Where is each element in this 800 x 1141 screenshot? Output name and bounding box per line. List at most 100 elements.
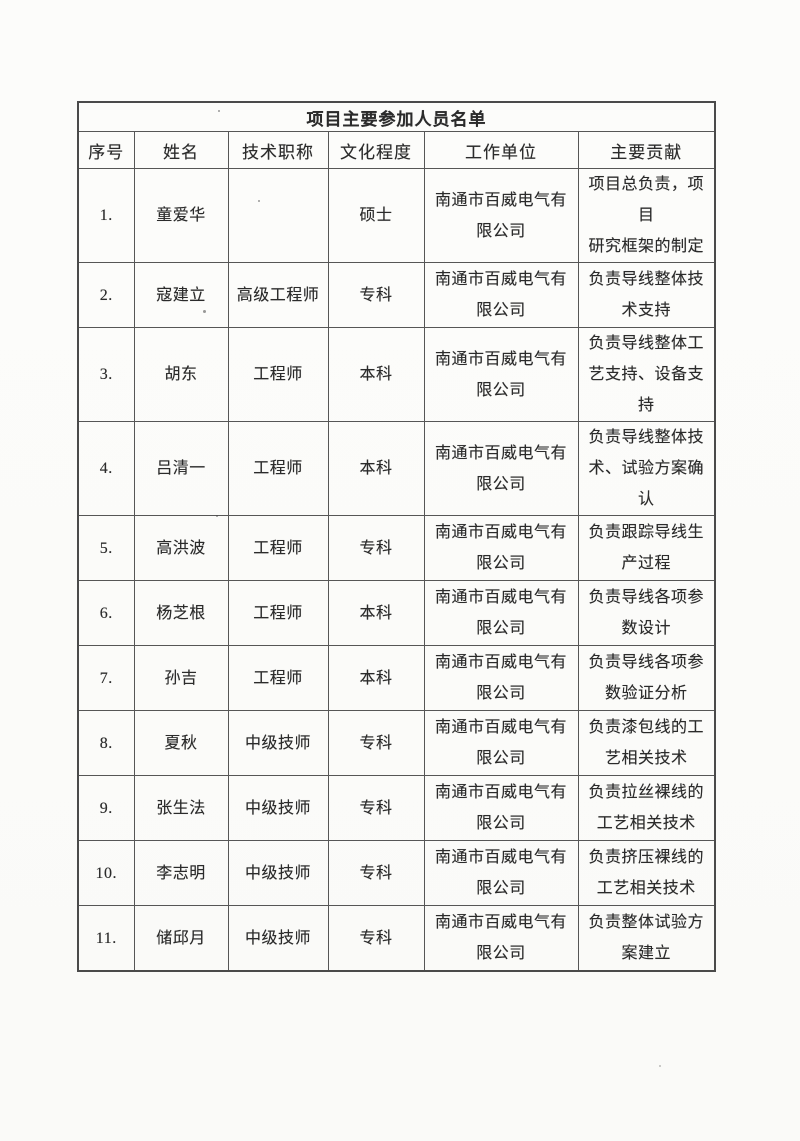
- table-title: 项目主要参加人员名单: [77, 101, 716, 132]
- cell-text: 限公司: [476, 475, 526, 493]
- index-cell: 6.: [77, 580, 135, 646]
- cell-text: 高洪波: [156, 539, 206, 557]
- work-unit-cell: 南通市百威电气有 限公司: [423, 645, 579, 711]
- name-cell: 吕清一: [133, 421, 229, 516]
- job-title-cell: 中级技师: [227, 840, 329, 906]
- work-unit-cell: 南通市百威电气有 限公司: [423, 905, 579, 972]
- cell-text: 工程师: [253, 460, 303, 477]
- name-cell: 李志明: [133, 840, 229, 906]
- education-cell: 本科: [327, 645, 425, 711]
- cell-text: 南通市百威电气有: [434, 914, 567, 931]
- cell-text: 艺相关技术: [605, 750, 688, 767]
- column-header-education: 文化程度: [327, 131, 425, 169]
- job-title-cell: [227, 168, 329, 263]
- cell-text: 中级技师: [244, 734, 311, 752]
- cell-text: 寇建立: [156, 286, 206, 304]
- cell-text: 工艺相关技术: [596, 880, 696, 897]
- cell-text: 高级工程师: [236, 286, 320, 304]
- table-head: 项目主要参加人员名单 序号 姓名 技术职称 文化程度 工作单位 主要贡献: [77, 101, 716, 169]
- cell-text: 南通市百威电气有: [434, 191, 567, 209]
- table-row: 10. 李志明 中级技师 专科 南通市百威电气有 限公司 负责挤压裸线的 工艺相关技术: [77, 840, 716, 906]
- cell-text: 南通市百威电气有: [434, 849, 567, 866]
- cell-text: 7.: [99, 669, 113, 687]
- cell-text: 负责导线整体技: [588, 271, 705, 288]
- cell-text: 限公司: [476, 620, 526, 637]
- cell-text: 硕士: [359, 207, 393, 224]
- job-title-cell: 工程师: [227, 421, 329, 516]
- job-title-cell: 中级技师: [227, 710, 329, 776]
- cell-text: 胡东: [164, 366, 198, 383]
- scan-noise-speck: [659, 1065, 661, 1067]
- table-row: 4. 吕清一 工程师 本科 南通市百威电气有 限公司 负责导线整体技 术、试验方案确认: [77, 421, 716, 516]
- cell-text: 4.: [99, 460, 113, 477]
- work-unit-cell: 南通市百威电气有 限公司: [423, 421, 579, 516]
- index-cell: 11.: [77, 905, 135, 972]
- cell-text: 负责导线整体工: [588, 335, 705, 352]
- cell-text: 5.: [99, 539, 113, 557]
- index-cell: 2.: [77, 262, 135, 328]
- scan-noise-speck: [218, 110, 220, 112]
- cell-text: 限公司: [476, 381, 526, 399]
- job-title-cell: 中级技师: [227, 775, 329, 841]
- cell-text: 储邱月: [156, 929, 206, 947]
- contribution-cell: 负责导线整体技术、试验方案确认: [577, 421, 716, 516]
- cell-text: 研究框架的制定: [588, 238, 705, 255]
- column-header-job-title: 技术职称: [227, 131, 329, 169]
- index-cell: 1.: [77, 168, 135, 263]
- column-header-index: 序号: [77, 131, 135, 169]
- column-header-name: 姓名: [133, 131, 229, 169]
- column-header-contribution: 主要贡献: [577, 131, 716, 169]
- scan-noise-speck: [258, 200, 260, 202]
- cell-text: 艺支持、设备支持: [588, 366, 705, 414]
- cell-text: 南通市百威电气有: [434, 589, 567, 606]
- contribution-cell: 负责导线整体工艺支持、设备支持: [577, 327, 716, 422]
- cell-text: 负责拉丝裸线的: [588, 784, 705, 801]
- cell-text: 限公司: [476, 880, 526, 897]
- index-cell: 5.: [77, 515, 135, 581]
- job-title-cell: 高级工程师: [227, 262, 329, 328]
- cell-text: 负责导线整体技: [588, 429, 705, 446]
- cell-text: 术支持: [621, 302, 672, 319]
- index-cell: 7.: [77, 645, 135, 711]
- cell-text: 中级技师: [244, 864, 311, 882]
- cell-text: 限公司: [476, 222, 526, 240]
- cell-text: 工程师: [253, 669, 303, 687]
- work-unit-cell: 南通市百威电气有 限公司: [423, 515, 579, 581]
- cell-text: 工程师: [253, 539, 303, 557]
- cell-text: 南通市百威电气有: [434, 784, 567, 801]
- contribution-cell: 负责整体试验方 案建立: [577, 905, 716, 972]
- cell-text: 南通市百威电气有: [434, 350, 567, 368]
- index-cell: 4.: [77, 421, 135, 516]
- cell-text: 术、试验方案确认: [588, 460, 705, 508]
- table-row: 5. 高洪波 工程师 专科 南通市百威电气有 限公司 负责跟踪导线生 产过程: [77, 515, 716, 581]
- cell-text: 负责漆包线的工: [588, 719, 705, 736]
- education-cell: 专科: [327, 710, 425, 776]
- job-title-cell: 工程师: [227, 580, 329, 646]
- work-unit-cell: 南通市百威电气有 限公司: [423, 168, 579, 263]
- education-cell: 专科: [327, 775, 425, 841]
- column-header-work-unit: 工作单位: [423, 131, 579, 169]
- work-unit-cell: 南通市百威电气有 限公司: [423, 327, 579, 422]
- table-row: 11. 储邱月 中级技师 专科 南通市百威电气有 限公司 负责整体试验方 案建立: [77, 905, 716, 972]
- education-cell: 专科: [327, 905, 425, 972]
- job-title-cell: 工程师: [227, 327, 329, 422]
- cell-text: 南通市百威电气有: [434, 719, 567, 736]
- contribution-cell: 负责导线各项参 数验证分析: [577, 645, 716, 711]
- cell-text: 专科: [359, 539, 393, 557]
- cell-text: 8.: [99, 734, 113, 752]
- cell-text: 杨芝根: [156, 604, 206, 622]
- cell-text: 负责整体试验方: [588, 914, 705, 931]
- education-cell: 本科: [327, 327, 425, 422]
- cell-text: 限公司: [476, 555, 526, 572]
- project-participants-table: 项目主要参加人员名单 序号 姓名 技术职称 文化程度 工作单位 主要贡献 1. 童…: [77, 101, 717, 972]
- cell-text: 负责跟踪导线生: [588, 524, 705, 541]
- cell-text: 南通市百威电气有: [434, 444, 567, 462]
- cell-text: 10.: [95, 864, 117, 882]
- cell-text: 限公司: [476, 750, 526, 767]
- cell-text: 2.: [99, 286, 113, 304]
- contribution-cell: 负责拉丝裸线的 工艺相关技术: [577, 775, 716, 841]
- cell-text: 限公司: [476, 815, 526, 832]
- contribution-cell: 负责跟踪导线生 产过程: [577, 515, 716, 581]
- name-cell: 杨芝根: [133, 580, 229, 646]
- cell-text: 案建立: [621, 945, 672, 962]
